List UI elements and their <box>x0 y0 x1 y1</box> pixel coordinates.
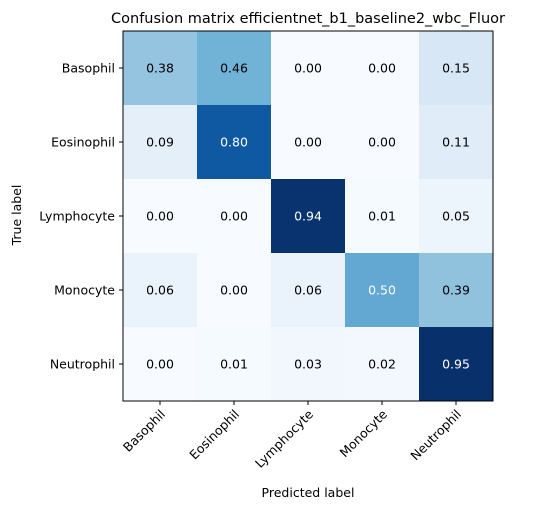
heatmap-cell <box>419 253 494 328</box>
heatmap-cell <box>197 31 272 106</box>
heatmap-cell <box>197 253 272 328</box>
x-tick-label: Basophil <box>120 407 168 455</box>
cell-value-label: 0.06 <box>146 283 174 298</box>
y-tick-label: Eosinophil <box>51 135 115 150</box>
cell-value-label: 0.39 <box>442 283 470 298</box>
cell-value-label: 0.09 <box>146 135 174 150</box>
heatmap-cell <box>419 31 494 106</box>
cell-value-label: 0.80 <box>220 135 248 150</box>
heatmap-cell <box>197 179 272 254</box>
cell-value-label: 0.11 <box>442 135 470 150</box>
heatmap-cell <box>345 327 420 402</box>
heatmap-cell <box>345 105 420 180</box>
x-tick-label: Lymphocyte <box>252 406 316 470</box>
heatmap-cell <box>123 253 198 328</box>
cell-value-label: 0.01 <box>220 357 248 372</box>
cell-value-label: 0.00 <box>220 209 248 224</box>
cell-value-label: 0.03 <box>294 357 322 372</box>
cell-value-label: 0.00 <box>146 357 174 372</box>
heatmap-cell <box>271 327 346 402</box>
y-tick-label: Lymphocyte <box>39 209 115 224</box>
heatmap-cell <box>197 105 272 180</box>
cell-value-label: 0.38 <box>146 61 174 76</box>
x-tick-label: Eosinophil <box>186 407 242 463</box>
heatmap-cells <box>123 31 494 402</box>
cell-value-label: 0.01 <box>368 209 396 224</box>
cell-value-label: 0.00 <box>294 61 322 76</box>
cell-value-label: 0.94 <box>294 209 322 224</box>
heatmap-cell <box>271 105 346 180</box>
cell-value-label: 0.50 <box>368 283 396 298</box>
y-tick-label: Monocyte <box>54 283 115 298</box>
heatmap-cell <box>197 327 272 402</box>
heatmap-cell <box>271 179 346 254</box>
heatmap-cell <box>123 31 198 106</box>
cell-value-label: 0.15 <box>442 61 470 76</box>
x-axis-ticks: Basophil Eosinophil Lymphocyte Monocyte Neut… <box>120 401 464 471</box>
cell-value-label: 0.00 <box>146 209 174 224</box>
x-axis-label: Predicted label <box>262 485 355 500</box>
heatmap-cell <box>419 105 494 180</box>
heatmap-cell <box>345 253 420 328</box>
cell-value-labels: 0.38 0.46 0.00 0.00 0.15 0.09 0.80 0.00 0.00 0.11… <box>146 61 470 372</box>
cell-value-label: 0.95 <box>442 357 470 372</box>
heatmap-cell <box>271 31 346 106</box>
y-tick-label: Basophil <box>62 61 115 76</box>
cell-value-label: 0.00 <box>368 135 396 150</box>
cell-value-label: 0.06 <box>294 283 322 298</box>
heatmap-cell <box>123 327 198 402</box>
cell-value-label: 0.05 <box>442 209 470 224</box>
heatmap-cell <box>345 179 420 254</box>
heatmap-cell <box>419 327 494 402</box>
heatmap-cell <box>123 105 198 180</box>
y-axis-label: True label <box>9 185 24 247</box>
heatmap-cell <box>345 31 420 106</box>
heatmap-cell <box>419 179 494 254</box>
cell-value-label: 0.00 <box>368 61 396 76</box>
heatmap-cell <box>123 179 198 254</box>
cell-value-label: 0.00 <box>220 283 248 298</box>
y-tick-label: Neutrophil <box>50 357 115 372</box>
x-tick-label: Monocyte <box>336 406 390 460</box>
cell-value-label: 0.00 <box>294 135 322 150</box>
heatmap-cell <box>271 253 346 328</box>
x-tick-label: Neutrophil <box>407 407 464 464</box>
cell-value-label: 0.46 <box>220 61 248 76</box>
cell-value-label: 0.02 <box>368 357 396 372</box>
chart-title: Confusion matrix efficientnet_b1_baselin… <box>111 11 505 27</box>
y-axis-ticks: Basophil Eosinophil Lymphocyte Monocyte Neut… <box>39 61 123 372</box>
